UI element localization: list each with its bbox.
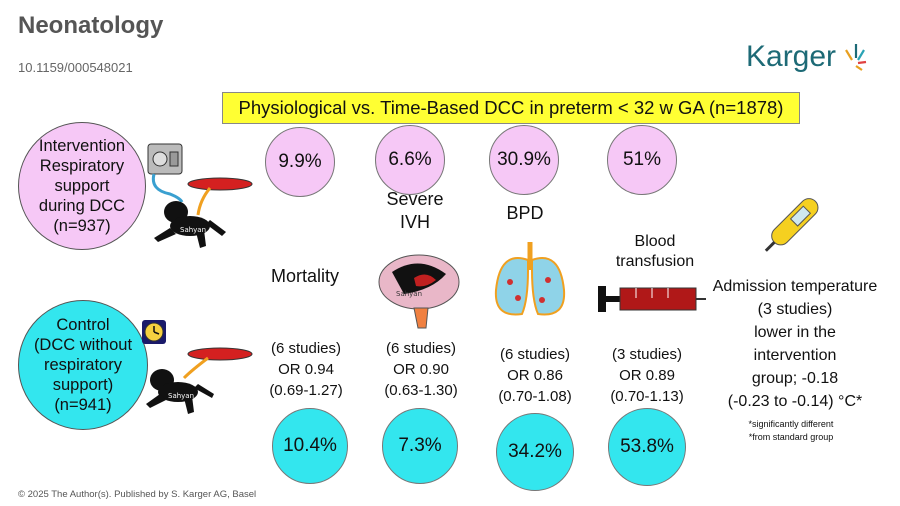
baby-label: Sahyan <box>168 392 194 400</box>
outcome-name: Blood <box>634 233 676 250</box>
transfusion-stats: (3 studies) OR 0.89 (0.70-1.13) <box>592 344 702 407</box>
outcome-name: BPD <box>506 203 544 223</box>
clock-icon <box>142 320 166 344</box>
ivh-label: Severe IVH <box>360 188 470 234</box>
lungs-icon <box>494 242 566 316</box>
admission-line: lower in the <box>754 324 836 341</box>
logo-text: Karger <box>746 40 837 73</box>
intervention-line: Intervention <box>38 137 126 155</box>
stat-line: (0.70-1.08) <box>498 388 572 405</box>
outcome-name: transfusion <box>615 253 695 270</box>
intervention-baby-illustration: Sahyan <box>147 143 253 248</box>
intervention-line: during DCC <box>38 197 126 215</box>
umbilical-cord-icon <box>196 187 212 216</box>
control-line: Control <box>56 316 110 334</box>
intervention-line: (n=937) <box>53 217 111 235</box>
control-line: respiratory <box>44 356 122 374</box>
thermometer-icon <box>764 198 819 252</box>
control-line: (DCC without <box>33 336 133 354</box>
bpd-stats: (6 studies) OR 0.86 (0.70-1.08) <box>480 344 590 407</box>
intervention-line: Respiratory <box>39 157 125 175</box>
stat-line: (6 studies) <box>499 346 571 363</box>
footnote-line: *significantly different <box>748 419 834 429</box>
copyright-text: © 2025 The Author(s). Published by S. Ka… <box>18 489 257 500</box>
bpd-control-pct: 34.2% <box>496 413 574 491</box>
placenta-icon <box>187 177 253 191</box>
baby-label: Sahyan <box>180 226 206 234</box>
bpd-label: BPD <box>470 202 580 225</box>
journal-title: Neonatology <box>18 12 164 39</box>
stat-line: (0.63-1.30) <box>384 382 458 399</box>
breathing-tube-icon <box>151 173 184 203</box>
baby-silhouette-icon <box>146 369 214 414</box>
admission-line: group; -0.18 <box>751 370 839 387</box>
control-line: support) <box>52 376 114 394</box>
mortality-control-pct: 10.4% <box>272 408 348 484</box>
control-group-circle: Control (DCC without respiratory support… <box>18 300 148 430</box>
figure-title: Physiological vs. Time-Based DCC in pret… <box>222 92 800 124</box>
admission-line: intervention <box>753 347 837 364</box>
stat-line: (6 studies) <box>385 340 457 357</box>
ivh-stats: (6 studies) OR 0.90 (0.63-1.30) <box>366 338 476 401</box>
mortality-label: Mortality <box>250 265 360 288</box>
admission-line: (3 studies) <box>757 301 833 318</box>
transfusion-intervention-pct: 51% <box>607 125 677 195</box>
ivh-intervention-pct: 6.6% <box>375 125 445 195</box>
transfusion-control-pct: 53.8% <box>608 408 686 486</box>
intervention-group-circle: Intervention Respiratory support during … <box>18 122 146 250</box>
baby-silhouette-icon <box>154 201 226 248</box>
admission-line: (-0.23 to -0.14) °C* <box>727 393 863 410</box>
stat-line: (3 studies) <box>611 346 683 363</box>
mortality-stats: (6 studies) OR 0.94 (0.69-1.27) <box>251 338 361 401</box>
transfusion-label: Blood transfusion <box>600 232 710 272</box>
intervention-line: support <box>54 177 110 195</box>
mortality-intervention-pct: 9.9% <box>265 127 335 197</box>
karger-logo: Karger <box>742 40 872 80</box>
control-line: (n=941) <box>54 396 112 414</box>
placenta-icon <box>187 347 253 361</box>
brain-icon: Sahyan <box>378 254 460 329</box>
admission-line: Admission temperature <box>712 278 878 295</box>
ivh-control-pct: 7.3% <box>382 408 458 484</box>
brain-label: Sahyan <box>396 290 422 298</box>
stat-line: (0.70-1.13) <box>610 388 684 405</box>
umbilical-cord-icon <box>182 356 209 380</box>
outcome-name: IVH <box>399 212 430 232</box>
control-baby-illustration: Sahyan <box>142 320 253 414</box>
stat-line: OR 0.86 <box>507 367 563 384</box>
syringe-icon <box>598 286 706 312</box>
stat-line: (0.69-1.27) <box>269 382 343 399</box>
stat-line: OR 0.89 <box>619 367 675 384</box>
stat-line: (6 studies) <box>270 340 342 357</box>
stat-line: OR 0.94 <box>278 361 334 378</box>
footnote-line: *from standard group <box>748 432 834 442</box>
logo-sparkle-icon <box>845 44 867 71</box>
stat-line: OR 0.90 <box>393 361 449 378</box>
outcome-name: Severe <box>386 189 444 209</box>
doi-text: 10.1159/000548021 <box>18 60 133 75</box>
footnote: *significantly different *from standard … <box>726 418 856 444</box>
ventilator-icon <box>147 143 183 175</box>
outcome-name: Mortality <box>270 266 339 286</box>
admission-temperature-text: Admission temperature (3 studies) lower … <box>704 275 886 413</box>
bpd-intervention-pct: 30.9% <box>489 125 559 195</box>
